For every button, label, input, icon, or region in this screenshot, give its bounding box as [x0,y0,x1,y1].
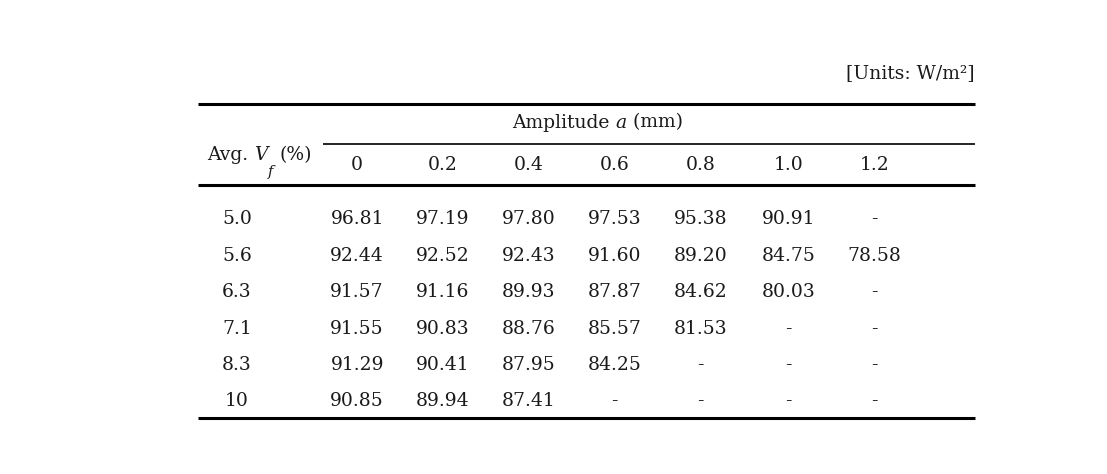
Text: 0.8: 0.8 [685,155,715,173]
Text: [Units: W/m²]: [Units: W/m²] [846,64,975,82]
Text: a: a [615,114,627,132]
Text: 5.0: 5.0 [223,210,252,228]
Text: 85.57: 85.57 [588,320,641,338]
Text: 96.81: 96.81 [330,210,384,228]
Text: 0.4: 0.4 [514,155,544,173]
Text: 91.16: 91.16 [416,283,469,301]
Text: 89.93: 89.93 [501,283,556,301]
Text: 1.2: 1.2 [860,155,889,173]
Text: 90.41: 90.41 [416,356,469,374]
Text: 97.53: 97.53 [588,210,641,228]
Text: 81.53: 81.53 [673,320,727,338]
Text: 89.94: 89.94 [416,392,469,410]
Text: 84.25: 84.25 [588,356,641,374]
Text: (mm): (mm) [627,114,683,132]
Text: -: - [786,392,792,410]
Text: 80.03: 80.03 [762,283,816,301]
Text: Avg.: Avg. [207,146,255,164]
Text: -: - [871,320,878,338]
Text: 10: 10 [225,392,249,410]
Text: 92.43: 92.43 [501,247,556,265]
Text: 84.75: 84.75 [762,247,816,265]
Text: 89.20: 89.20 [673,247,727,265]
Text: -: - [611,392,618,410]
Text: Amplitude: Amplitude [513,114,615,132]
Text: 78.58: 78.58 [848,247,901,265]
Text: 8.3: 8.3 [223,356,252,374]
Text: 7.1: 7.1 [223,320,252,338]
Text: 90.91: 90.91 [762,210,816,228]
Text: -: - [871,283,878,301]
Text: -: - [786,320,792,338]
Text: -: - [697,392,704,410]
Text: -: - [871,392,878,410]
Text: 5.6: 5.6 [223,247,252,265]
Text: 92.44: 92.44 [330,247,384,265]
Text: f: f [268,165,273,179]
Text: 91.57: 91.57 [330,283,384,301]
Text: 92.52: 92.52 [416,247,469,265]
Text: 87.41: 87.41 [501,392,556,410]
Text: 84.62: 84.62 [673,283,727,301]
Text: 91.29: 91.29 [330,356,384,374]
Text: (%): (%) [280,146,312,164]
Text: -: - [871,210,878,228]
Text: 90.83: 90.83 [416,320,469,338]
Text: -: - [697,356,704,374]
Text: 95.38: 95.38 [673,210,727,228]
Text: 97.19: 97.19 [416,210,469,228]
Text: V: V [255,146,268,164]
Text: -: - [871,356,878,374]
Text: 1.0: 1.0 [774,155,804,173]
Text: 90.85: 90.85 [330,392,384,410]
Text: 91.60: 91.60 [588,247,641,265]
Text: 6.3: 6.3 [223,283,252,301]
Text: 0: 0 [351,155,363,173]
Text: 97.80: 97.80 [501,210,556,228]
Text: 87.87: 87.87 [588,283,641,301]
Text: 0.2: 0.2 [428,155,458,173]
Text: 87.95: 87.95 [501,356,556,374]
Text: 91.55: 91.55 [330,320,384,338]
Text: 88.76: 88.76 [501,320,556,338]
Text: 0.6: 0.6 [600,155,630,173]
Text: -: - [786,356,792,374]
